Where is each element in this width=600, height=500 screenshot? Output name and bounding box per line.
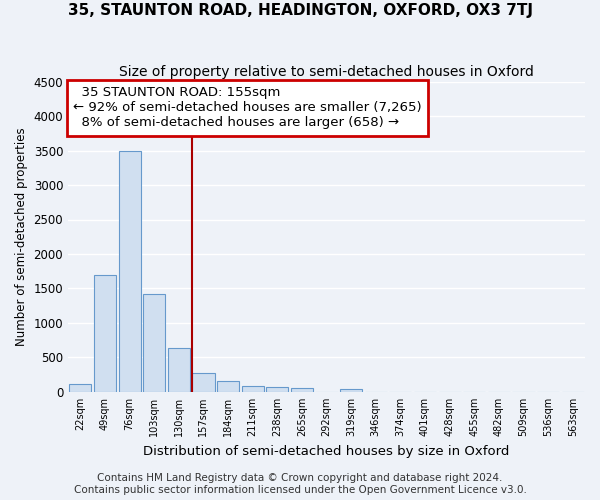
Bar: [69, 384, 91, 392]
Bar: [168, 348, 190, 392]
Title: Size of property relative to semi-detached houses in Oxford: Size of property relative to semi-detach…: [119, 65, 534, 79]
X-axis label: Distribution of semi-detached houses by size in Oxford: Distribution of semi-detached houses by …: [143, 444, 510, 458]
Bar: [242, 386, 264, 392]
Bar: [340, 389, 362, 392]
Bar: [291, 388, 313, 392]
Bar: [217, 381, 239, 392]
Bar: [119, 151, 140, 392]
Bar: [143, 294, 165, 392]
Text: 35 STAUNTON ROAD: 155sqm
← 92% of semi-detached houses are smaller (7,265)
  8% : 35 STAUNTON ROAD: 155sqm ← 92% of semi-d…: [73, 86, 422, 129]
Bar: [193, 374, 215, 392]
Bar: [266, 387, 289, 392]
Text: Contains HM Land Registry data © Crown copyright and database right 2024.
Contai: Contains HM Land Registry data © Crown c…: [74, 474, 526, 495]
Bar: [94, 274, 116, 392]
Text: 35, STAUNTON ROAD, HEADINGTON, OXFORD, OX3 7TJ: 35, STAUNTON ROAD, HEADINGTON, OXFORD, O…: [67, 2, 533, 18]
Y-axis label: Number of semi-detached properties: Number of semi-detached properties: [15, 128, 28, 346]
